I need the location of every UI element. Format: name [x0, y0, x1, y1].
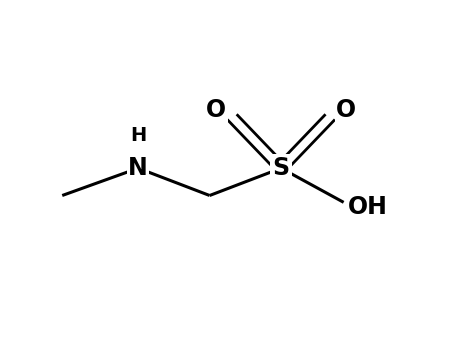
Text: H: H [130, 126, 147, 145]
Text: O: O [206, 98, 227, 122]
Text: O: O [336, 98, 356, 122]
Text: OH: OH [348, 195, 388, 219]
Text: S: S [273, 156, 290, 180]
Text: N: N [128, 156, 148, 180]
